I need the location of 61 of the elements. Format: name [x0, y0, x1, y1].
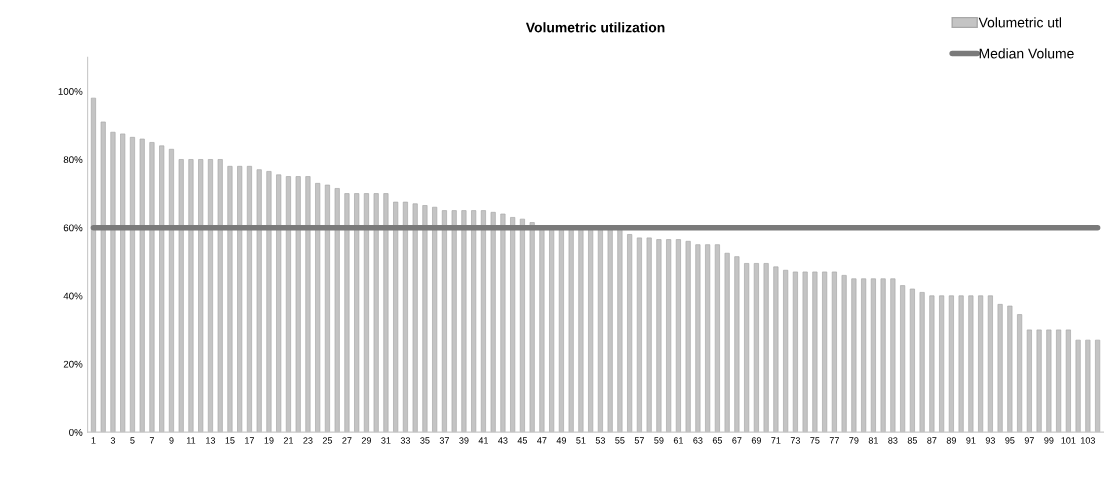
- x-tick-label: 73: [790, 437, 801, 444]
- x-tick-label: 93: [985, 437, 995, 444]
- x-tick-label: 33: [400, 437, 411, 444]
- x-tick-label: 71: [771, 437, 781, 444]
- x-tick-label: 27: [342, 437, 352, 444]
- x-tick-label: 95: [1005, 437, 1015, 444]
- x-tick-label: 23: [303, 437, 313, 444]
- y-tick-label: 20%: [63, 360, 83, 368]
- x-tick-label: 25: [322, 437, 333, 444]
- x-tick-label: 61: [673, 437, 683, 444]
- x-tick-label: 1: [91, 437, 96, 444]
- x-tick-label: 97: [1024, 437, 1034, 444]
- x-tick-label: 99: [1044, 437, 1054, 444]
- x-tick-label: 45: [517, 437, 528, 444]
- x-tick-label: 55: [615, 437, 625, 444]
- x-tick-label: 103: [1081, 437, 1095, 444]
- legend-label: Median Volume: [979, 48, 1074, 59]
- x-tick-label: 59: [654, 437, 664, 444]
- y-tick-label: 40%: [63, 292, 83, 300]
- y-tick-label: 60%: [63, 224, 83, 232]
- x-tick-label: 91: [966, 437, 976, 444]
- x-tick-label: 35: [420, 437, 430, 444]
- x-tick-label: 37: [439, 437, 449, 444]
- x-tick-label: 11: [186, 437, 196, 444]
- x-tick-label: 43: [498, 437, 508, 444]
- x-tick-label: 15: [225, 437, 235, 444]
- x-tick-label: 3: [110, 437, 116, 444]
- x-tick-label: 87: [927, 437, 937, 444]
- x-tick-label: 85: [907, 437, 918, 444]
- x-tick-label: 77: [829, 437, 839, 444]
- chart-title: Volumetric utilization: [525, 22, 665, 33]
- x-tick-label: 81: [868, 437, 878, 444]
- x-tick-label: 83: [888, 437, 898, 444]
- x-tick-label: 41: [478, 437, 488, 444]
- x-tick-label: 65: [712, 437, 723, 444]
- x-tick-label: 67: [732, 437, 742, 444]
- x-tick-label: 53: [595, 437, 606, 444]
- legend-label: Volumetric utl: [978, 17, 1062, 28]
- x-tick-label: 101: [1061, 437, 1076, 444]
- x-tick-label: 13: [206, 437, 216, 444]
- x-tick-label: 51: [576, 437, 586, 444]
- x-tick-label: 69: [751, 437, 761, 444]
- x-tick-label: 47: [537, 437, 547, 444]
- x-tick-label: 79: [849, 437, 859, 444]
- x-tick-label: 63: [693, 437, 703, 444]
- x-tick-label: 89: [946, 437, 956, 444]
- x-tick-label: 75: [810, 437, 820, 444]
- y-tick-label: 100%: [58, 88, 83, 95]
- x-tick-label: 39: [459, 437, 469, 444]
- x-tick-label: 57: [634, 437, 644, 444]
- x-tick-label: 19: [264, 437, 274, 444]
- x-tick-label: 5: [130, 437, 135, 444]
- x-tick-label: 29: [361, 437, 372, 444]
- y-tick-label: 0%: [69, 428, 83, 436]
- x-tick-label: 9: [169, 437, 174, 444]
- x-tick-label: 7: [149, 437, 155, 444]
- x-tick-label: 31: [381, 437, 391, 444]
- x-tick-label: 17: [245, 437, 255, 444]
- y-tick-label: 80%: [63, 156, 83, 164]
- x-tick-label: 21: [283, 437, 294, 444]
- x-tick-label: 49: [556, 437, 567, 444]
